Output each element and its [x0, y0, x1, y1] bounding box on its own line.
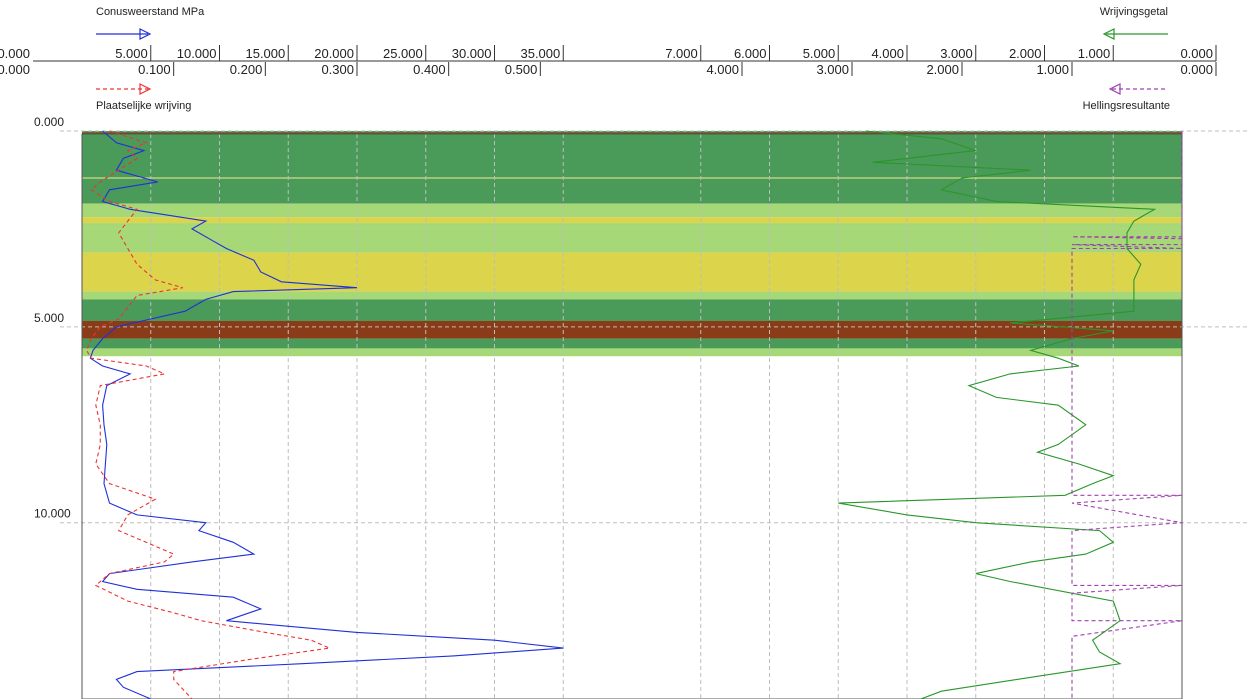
top-scale-tick-label: 15.000 [245, 46, 285, 61]
top-scale-tick-label: 3.000 [940, 46, 973, 61]
soil-layer-dark-green [82, 338, 1182, 349]
series-line-friction-number [838, 130, 1157, 699]
soil-layer-light-green [82, 348, 1182, 357]
top-scale-tick-label: 10.000 [177, 46, 217, 61]
soil-layer-yellow [82, 217, 1182, 224]
legend-cone-arrow-icon [96, 28, 152, 40]
legend-local-friction-arrow-icon [96, 83, 152, 95]
legend-local-friction-label: Plaatselijke wrijving [96, 100, 191, 112]
bottom-scale-tick-label: 3.000 [816, 62, 849, 77]
series-line-local-friction [85, 130, 332, 699]
plot-frame [81, 133, 1183, 699]
depth-tick-label: 10.000 [34, 507, 71, 521]
bottom-scale-tick-label: 0.000 [1180, 62, 1213, 77]
top-scale-tick-label: 6.000 [734, 46, 767, 61]
bottom-scale-tick-label: 0.400 [413, 62, 446, 77]
axis-scales: 0.000 5.000 10.000 15.000 20.000 25.000 30.000… [0, 45, 1217, 77]
top-scale-tick-label: 35.000 [520, 46, 560, 61]
legend-inclination-label: Hellingsresultante [1083, 100, 1170, 112]
bottom-scale-tick-label: 0.300 [321, 62, 354, 77]
bottom-scale-tick-label: 0.100 [138, 62, 171, 77]
top-scale-tick-label: 1.000 [1078, 46, 1111, 61]
top-scale-tick-label: 0.000 [0, 46, 30, 61]
top-scale-tick-label: 30.000 [452, 46, 492, 61]
depth-tick-label: 5.000 [34, 311, 64, 325]
soil-layer-light-green [82, 228, 1182, 253]
top-scale-tick-label: 7.000 [665, 46, 698, 61]
legend-friction-number-arrow-icon [1102, 28, 1168, 40]
top-scale-tick-label: 5.000 [803, 46, 836, 61]
top-scale-tick-label: 4.000 [871, 46, 904, 61]
top-scale-tick-label: 2.000 [1009, 46, 1042, 61]
top-scale-tick-label: 20.000 [314, 46, 354, 61]
soil-layer-dark-green [82, 299, 1182, 321]
bottom-scale-tick-label: 0.200 [230, 62, 263, 77]
top-scale-tick-label: 5.000 [115, 46, 148, 61]
soil-layer-dark-green [82, 131, 1182, 204]
legend-friction-number-label: Wrijvingsgetal [1100, 6, 1168, 18]
top-scale-tick-label: 0.000 [1180, 46, 1213, 61]
series-line-cone [89, 130, 564, 699]
bottom-scale-tick-label: 0.000 [0, 62, 30, 77]
bottom-scale-tick-label: 2.000 [926, 62, 959, 77]
legend: Conusweerstand MPa Wrijvingsgetal Plaats… [96, 6, 1170, 112]
bottom-scale-tick-label: 4.000 [706, 62, 739, 77]
depth-tick-label: 0.000 [34, 115, 64, 129]
series-line-inclination [1071, 131, 1183, 699]
top-scale-tick-label: 25.000 [383, 46, 423, 61]
legend-inclination-arrow-icon [1108, 83, 1168, 95]
bottom-scale-tick-label: 1.000 [1036, 62, 1069, 77]
soil-layer-light-green [82, 203, 1182, 218]
soil-layer-light-green [82, 223, 1182, 229]
bottom-scale-tick-label: 0.500 [505, 62, 538, 77]
soil-layer-light-green [82, 291, 1182, 300]
legend-cone-label: Conusweerstand MPa [96, 6, 205, 18]
soil-layer-yellow [82, 252, 1182, 292]
